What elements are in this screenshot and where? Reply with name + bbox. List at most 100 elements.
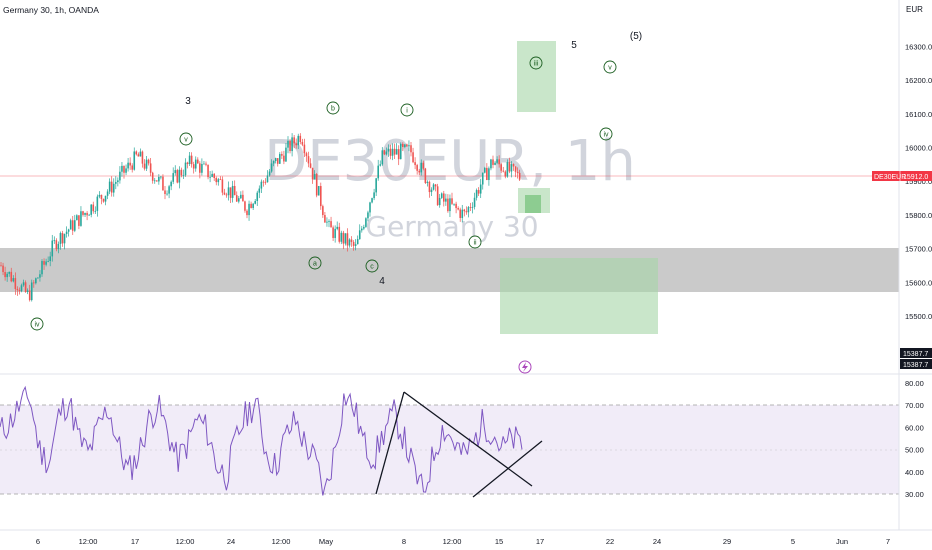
candle-body [377,165,379,179]
candle-body [289,140,291,152]
candle-body [197,159,199,164]
candle-body [320,186,322,207]
candle-body [33,282,35,284]
candle-body [297,135,300,146]
candle-body [74,220,76,231]
candle-body [459,209,461,218]
candle-body [430,189,433,193]
candle-body [346,233,349,246]
watermark-name: Germany 30 [365,210,538,243]
wave-label-circled: v [179,132,193,146]
candle-body [299,135,302,142]
candle-body [37,277,39,279]
candle-body [35,278,37,284]
candle-body [467,207,470,213]
price-tick-label: 16200.0 [905,76,932,85]
candle-body [410,145,412,153]
candle-body [406,144,408,147]
watermark-symbol: DE30EUR, 1h [264,129,636,194]
candle-body [379,164,382,166]
candle-body [41,261,43,275]
candle-body [102,198,105,202]
candle-body [135,151,138,155]
candle-body [24,282,27,292]
candle-body [336,226,338,229]
candle-body [254,201,256,204]
candle-body [61,233,64,244]
candle-body [145,159,148,169]
lower-target-zone[interactable] [500,258,658,334]
candle-body [344,233,347,244]
candle-body [492,159,494,165]
rsi-trendlines[interactable] [375,391,543,498]
candle-body [328,221,330,222]
candle-body [301,141,304,145]
candle-body [365,218,367,227]
symbol-title[interactable]: Germany 30, 1h, OANDA [3,5,99,15]
candle-body [0,265,2,267]
candle-body [18,290,21,292]
candle-body [305,153,308,157]
price-tick-label: 16100.0 [905,110,932,119]
candle-body [213,173,215,178]
candle-body [418,170,420,173]
candle-body [219,179,222,181]
candle-body [117,180,119,183]
candle-body [404,144,406,147]
candle-body [309,163,312,168]
candle-body [315,174,318,196]
candle-body [447,198,449,212]
candle-body [264,181,267,183]
candle-body [414,162,416,166]
rsi-axis[interactable]: 80.00 70.00 60.00 50.00 40.00 30.00 [905,379,924,499]
candle-body [449,198,451,212]
candle-body [49,256,51,262]
candle-body [184,162,187,176]
candle-body [199,163,201,173]
candle-body [445,198,447,202]
time-tick-label: 6 [36,537,40,546]
candle-body [510,164,513,172]
candle-body [127,162,129,169]
candle-body [12,278,15,282]
svg-text:15387.7: 15387.7 [903,351,928,358]
lightning-icon[interactable] [518,360,532,374]
candle-body [266,175,269,183]
candle-body [194,159,197,169]
candle-body [303,144,306,154]
time-tick-label: 24 [227,537,235,546]
candle-body [326,221,328,223]
candle-body [82,211,84,215]
candle-body [498,159,500,165]
target-zone-iii[interactable] [517,41,556,112]
svg-text:iv: iv [603,132,609,139]
price-axis[interactable]: 16300.0 16200.0 16100.0 16000.0 15900.0 15800… [905,42,932,321]
svg-text:iii: iii [534,61,539,68]
candle-body [471,206,474,208]
candle-body [375,178,377,193]
candle-body [475,190,478,198]
rsi-tick-label: 80.00 [905,379,924,388]
candle-body [190,155,193,165]
price-tick-label: 15700.0 [905,245,932,254]
candle-body [143,163,146,169]
candle-body [416,165,418,171]
wave-label-circled: i [400,103,414,117]
candle-body [180,169,183,176]
candle-body [457,208,459,210]
time-tick-label: 29 [723,537,731,546]
candle-body [86,212,88,216]
svg-text:15387.7: 15387.7 [903,362,928,369]
price-tick-label: 16300.0 [905,42,932,51]
time-axis[interactable]: 6 12:00 17 12:00 24 12:00 May 8 12:00 15 17 22 24 29 5… [36,537,890,546]
candle-body [71,220,74,231]
candle-body [227,187,230,196]
candle-body [354,244,357,246]
candle-body [334,228,336,238]
wave-label-circled: a [308,256,322,270]
candle-body [4,272,6,278]
candle-body [322,206,324,216]
support-zone[interactable] [0,248,899,292]
